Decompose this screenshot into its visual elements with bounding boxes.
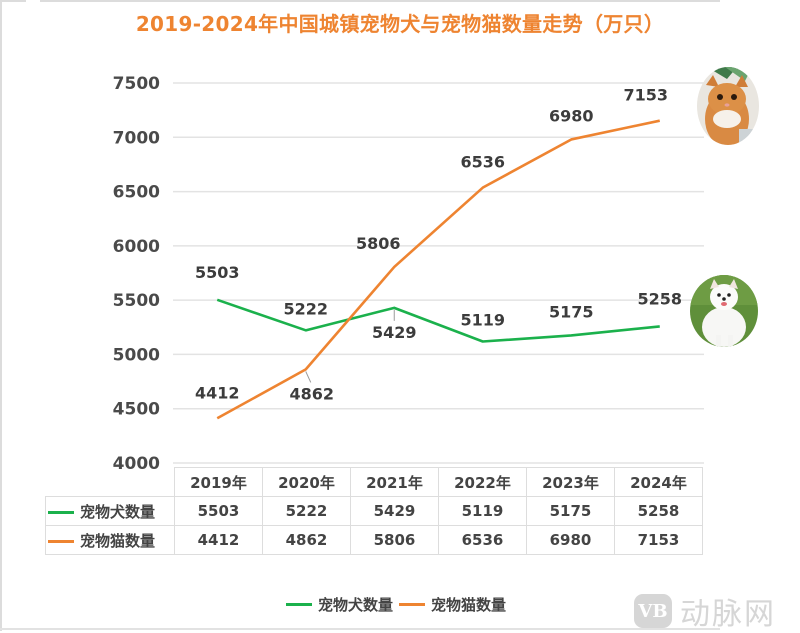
table-header-cell: 2021年: [350, 467, 439, 497]
dog-row-label: 宠物犬数量: [80, 502, 156, 521]
y-axis-tick-label: 6500: [113, 183, 160, 203]
table-cell: 6980: [526, 525, 615, 555]
frame-border-left: [0, 0, 2, 631]
table-header-cell: 2022年: [438, 467, 527, 497]
dog-series-line: [216, 298, 660, 343]
data-label: 4412: [195, 383, 240, 402]
data-label: 5175: [549, 302, 594, 321]
table-cell: 5175: [526, 496, 615, 526]
legend-item-dog: 宠物犬数量: [286, 594, 393, 615]
y-axis-tick-label: 4500: [113, 400, 160, 420]
table-cell: 7153: [614, 525, 703, 555]
table-cell: 5222: [262, 496, 351, 526]
y-axis-tick-label: 7500: [113, 74, 160, 94]
table-cell: 5806: [350, 525, 439, 555]
table-cell: 4862: [262, 525, 351, 555]
frame-border-top: [40, 0, 720, 2]
data-label: 5806: [356, 234, 401, 253]
label-leader-line: [305, 371, 312, 383]
dog-illustration-icon: [690, 275, 758, 347]
frame-border-top: [0, 0, 26, 2]
legend-label: 宠物犬数量: [318, 596, 394, 614]
dog-legend-swatch: [48, 510, 74, 514]
y-axis-tick-label: 7000: [113, 128, 160, 148]
table-cell: 5429: [350, 496, 439, 526]
cat-series-line: [216, 119, 661, 420]
table-cell: 5503: [174, 496, 263, 526]
frame-border-bottom: [0, 628, 720, 630]
data-label: 5119: [460, 311, 505, 330]
chart-legend: 宠物犬数量 宠物猫数量: [286, 594, 512, 615]
legend-line-icon: [399, 603, 426, 606]
data-label: 6536: [460, 153, 505, 172]
data-label: 5503: [195, 263, 240, 282]
cat-legend-swatch: [48, 539, 74, 543]
table-row-label: 宠物猫数量: [45, 525, 175, 555]
data-label: 4862: [289, 384, 334, 403]
table-header-cell: 2019年: [174, 467, 263, 497]
data-label: 7153: [623, 86, 668, 105]
y-axis-tick-label: 6000: [113, 237, 160, 257]
table-row-cat: 宠物猫数量 4412 4862 5806 6536 6980 7153: [45, 525, 703, 555]
cat-photo: [697, 67, 759, 145]
watermark: VB 动脉网: [634, 589, 776, 633]
data-label: 5429: [372, 323, 417, 342]
table-cell: 5258: [614, 496, 703, 526]
table-corner: [45, 467, 175, 497]
y-axis-tick-label: 5000: [113, 345, 160, 365]
table-header-cell: 2020年: [262, 467, 351, 497]
watermark-logo-icon: VB: [634, 594, 672, 628]
table-header-cell: 2024年: [614, 467, 703, 497]
dog-photo: [690, 275, 758, 347]
data-table: 2019年 2020年 2021年 2022年 2023年 2024年 宠物犬数…: [45, 467, 703, 555]
table-header-cell: 2023年: [526, 467, 615, 497]
chart-title: 2019-2024年中国城镇宠物犬与宠物猫数量走势（万只）: [135, 12, 665, 36]
cat-illustration-icon: [697, 67, 759, 145]
cat-row-label: 宠物猫数量: [80, 531, 156, 550]
table-cell: 5119: [438, 496, 527, 526]
table-header-row: 2019年 2020年 2021年 2022年 2023年 2024年: [45, 467, 703, 497]
legend-label: 宠物猫数量: [431, 596, 507, 614]
data-label: 5258: [637, 289, 682, 308]
y-axis-tick-label: 5500: [113, 291, 160, 311]
data-label: 6980: [549, 106, 594, 125]
table-cell: 4412: [174, 525, 263, 555]
table-row-label: 宠物犬数量: [45, 496, 175, 526]
table-row-dog: 宠物犬数量 5503 5222 5429 5119 5175 5258: [45, 496, 703, 526]
legend-item-cat: 宠物猫数量: [399, 594, 506, 615]
legend-line-icon: [286, 603, 312, 606]
table-cell: 6536: [438, 525, 527, 555]
watermark-text: 动脉网: [680, 597, 776, 632]
data-label: 5222: [283, 299, 328, 318]
